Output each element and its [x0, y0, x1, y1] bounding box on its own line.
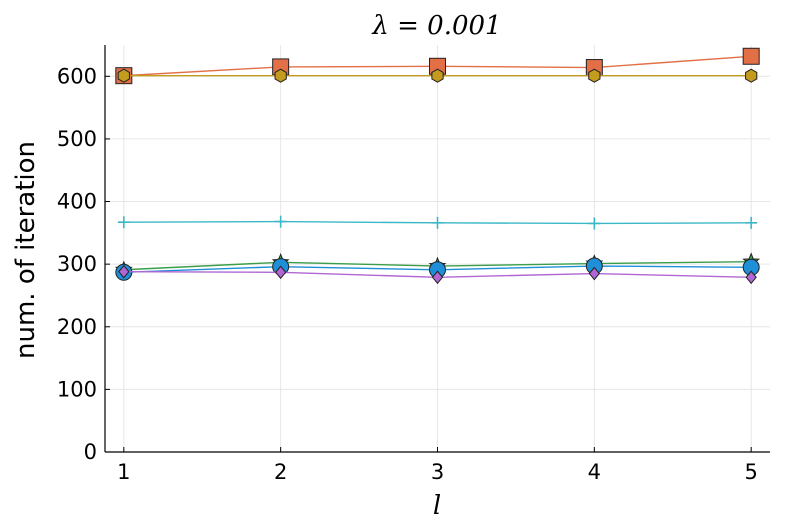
data-point: [275, 265, 287, 280]
x-tick-label: 4: [588, 460, 601, 484]
series-6: [118, 264, 757, 285]
x-tick-label: 1: [117, 460, 130, 484]
data-point: [431, 216, 444, 229]
y-tick-label: 200: [57, 315, 97, 339]
data-point: [588, 217, 601, 230]
tick-labels: 1 2 3 4 5 0 100 200 300 400 500 600: [57, 64, 758, 484]
data-point: [745, 216, 758, 229]
y-axis-label: num. of iteration: [11, 141, 41, 359]
data-point: [431, 68, 444, 83]
data-point: [117, 68, 130, 83]
x-tick-label: 5: [744, 460, 757, 484]
y-tick-label: 0: [84, 440, 97, 464]
y-tick-label: 400: [57, 190, 97, 214]
y-tick-label: 500: [57, 127, 97, 151]
series-3: [117, 215, 758, 230]
x-tick-label: 2: [274, 460, 287, 484]
data-point: [117, 216, 130, 229]
data-point: [274, 215, 287, 228]
data-point: [274, 68, 287, 83]
data-point: [588, 68, 601, 83]
y-tick-label: 600: [57, 64, 97, 88]
series-2: [117, 68, 758, 83]
series-layer: [114, 47, 761, 285]
grid: [105, 45, 770, 453]
data-point: [588, 266, 600, 281]
data-point: [118, 264, 130, 279]
data-point: [745, 270, 757, 285]
data-point: [431, 270, 444, 285]
x-axis-label: l: [433, 491, 441, 521]
y-tick-label: 300: [57, 252, 97, 276]
chart-title: λ = 0.001: [371, 11, 501, 41]
series-5: [115, 257, 760, 281]
data-point: [742, 47, 760, 65]
data-point: [745, 68, 758, 83]
y-tick-label: 100: [57, 377, 97, 401]
x-tick-label: 3: [431, 460, 444, 484]
